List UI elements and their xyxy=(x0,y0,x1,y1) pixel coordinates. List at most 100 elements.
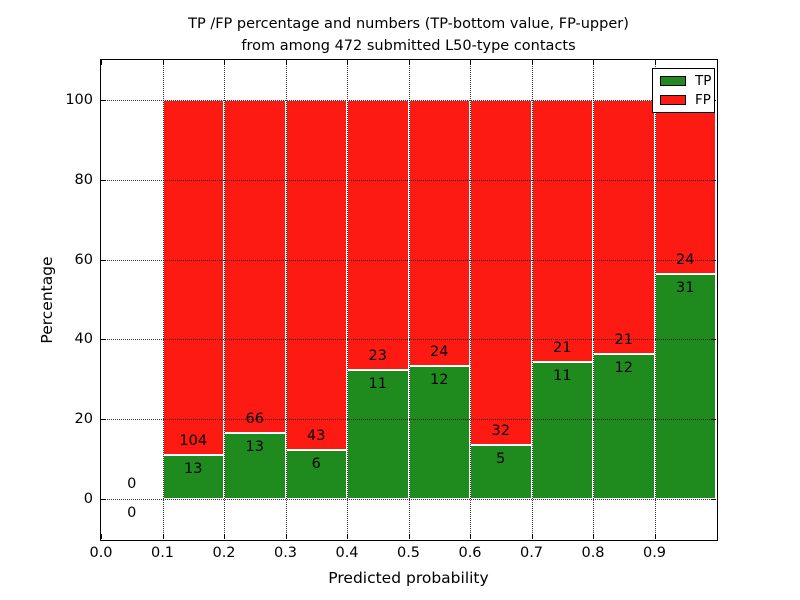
x-tick-mark-top xyxy=(162,60,164,65)
legend-label: FP xyxy=(695,91,711,108)
x-tick-mark xyxy=(162,534,164,539)
y-tick-mark-right xyxy=(711,179,716,181)
x-tick-mark-top xyxy=(347,60,348,65)
y-tick-mark xyxy=(101,259,106,261)
x-tick-label: 0.8 xyxy=(581,545,605,561)
tp-count-label: 13 xyxy=(184,460,203,477)
x-tick-mark xyxy=(593,534,594,539)
x-tick-mark xyxy=(285,534,287,539)
x-tick-mark-top xyxy=(654,60,656,65)
x-tick-mark xyxy=(654,534,656,539)
bar-tp-segment xyxy=(593,353,655,500)
bar-fp-segment xyxy=(224,99,286,434)
tp-count-label: 5 xyxy=(496,451,506,468)
x-axis-label: Predicted probability xyxy=(328,569,489,587)
bar-fp-segment xyxy=(347,99,409,370)
fp-count-label: 23 xyxy=(368,347,387,364)
legend-item-tp: TP xyxy=(660,74,711,88)
y-tick-label: 100 xyxy=(65,91,93,108)
tp-count-label: 13 xyxy=(245,439,264,456)
x-tick-mark xyxy=(408,534,410,539)
y-tick-label: 20 xyxy=(74,411,93,428)
bar-fp-segment xyxy=(408,99,470,367)
tp-count-label: 12 xyxy=(614,359,633,376)
fp-count-label: 66 xyxy=(245,411,264,428)
x-tick-mark-top xyxy=(101,60,102,65)
tp-count-label: 11 xyxy=(553,367,572,384)
fp-count-label: 21 xyxy=(553,339,572,356)
bar-fp-segment xyxy=(162,99,224,455)
x-tick-label: 0.7 xyxy=(519,545,544,561)
legend-item-fp: FP xyxy=(660,93,711,107)
x-tick-label: 0.0 xyxy=(89,545,113,561)
v-gridline xyxy=(347,60,348,539)
x-tick-label: 0.5 xyxy=(396,545,421,561)
v-gridline xyxy=(162,60,164,539)
bar-tp-segment xyxy=(224,433,286,500)
bar-tp-segment xyxy=(347,369,409,500)
tp-swatch xyxy=(660,76,686,87)
x-tick-mark xyxy=(531,534,533,539)
tp-count-label: 11 xyxy=(368,375,387,392)
chart-title: TP /FP percentage and numbers (TP-bottom… xyxy=(101,13,716,57)
v-gridline xyxy=(408,60,410,539)
fp-count-label: 32 xyxy=(491,423,510,440)
tp-count-label: 6 xyxy=(311,456,321,473)
v-gridline xyxy=(531,60,533,539)
bar-fp-segment xyxy=(470,99,532,446)
fp-swatch xyxy=(660,94,686,105)
fp-count-label: 21 xyxy=(614,331,633,348)
x-tick-mark-top xyxy=(470,60,471,65)
tp-count-label: 0 xyxy=(127,505,137,522)
y-tick-mark-right xyxy=(711,259,716,261)
x-tick-mark-top xyxy=(285,60,287,65)
legend-label: TP xyxy=(695,73,712,90)
y-tick-mark-right xyxy=(711,419,716,421)
x-tick-mark-top xyxy=(224,60,225,65)
v-gridline xyxy=(654,60,656,539)
y-tick-mark xyxy=(101,179,106,181)
x-tick-mark xyxy=(470,534,471,539)
y-tick-label: 60 xyxy=(74,251,93,268)
x-tick-label: 0.3 xyxy=(273,545,298,561)
tp-count-label: 31 xyxy=(676,280,695,297)
x-tick-mark-top xyxy=(593,60,594,65)
v-gridline xyxy=(470,60,471,539)
y-tick-mark xyxy=(101,99,106,101)
x-tick-label: 0.6 xyxy=(458,545,482,561)
fp-count-label: 104 xyxy=(179,432,208,449)
y-tick-mark xyxy=(101,499,106,501)
bar-tp-segment xyxy=(162,454,224,500)
x-tick-mark-top xyxy=(531,60,533,65)
chart-title-line2: from among 472 submitted L50-type contac… xyxy=(241,38,576,54)
x-tick-label: 0.1 xyxy=(150,545,175,561)
x-tick-label: 0.2 xyxy=(212,545,236,561)
bar-fp-segment xyxy=(593,99,655,354)
fp-count-label: 43 xyxy=(307,428,326,445)
legend: TP FP xyxy=(652,68,715,113)
v-gridline xyxy=(285,60,287,539)
bar-tp-segment xyxy=(470,445,532,500)
tp-count-label: 12 xyxy=(430,372,449,389)
bar-fp-segment xyxy=(285,99,347,451)
fp-count-label: 24 xyxy=(430,344,449,361)
plot-area: 0 0 104 13 66 13 43 6 23 11 24 12 32 5 21 11 21 12 24 31 xyxy=(101,60,716,539)
fp-count-label: 24 xyxy=(676,252,695,269)
y-tick-mark-right xyxy=(711,499,716,501)
bar-fp-segment xyxy=(654,99,716,275)
x-tick-mark xyxy=(347,534,348,539)
y-tick-mark xyxy=(101,339,106,341)
y-tick-label: 40 xyxy=(74,331,93,348)
v-gridline xyxy=(224,60,225,539)
fp-count-label: 0 xyxy=(127,476,137,493)
bar-fp-segment xyxy=(531,99,593,362)
chart-title-line1: TP /FP percentage and numbers (TP-bottom… xyxy=(188,16,629,32)
x-tick-mark-top xyxy=(408,60,410,65)
y-tick-mark xyxy=(101,419,106,421)
bar-tp-segment xyxy=(654,274,716,500)
x-tick-label: 0.4 xyxy=(335,545,359,561)
y-tick-label: 80 xyxy=(74,171,93,188)
y-tick-label: 0 xyxy=(83,491,93,508)
v-gridline xyxy=(593,60,594,539)
